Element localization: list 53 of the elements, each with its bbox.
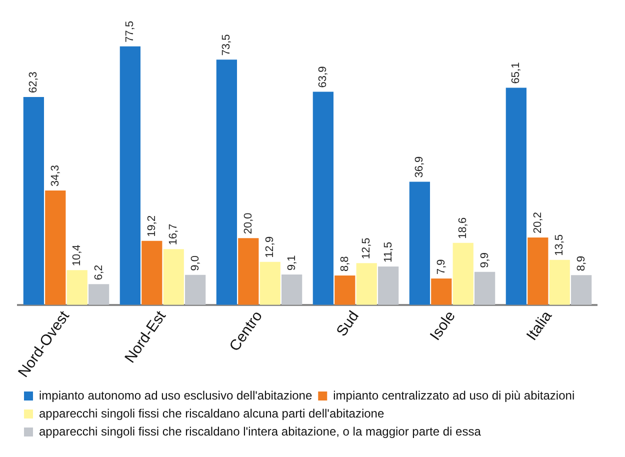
- legend-label: apparecchi singoli fissi che riscaldano alcuna parti dell'abitazione: [39, 406, 384, 420]
- data-label: 18,6: [457, 217, 470, 239]
- data-label: 9,1: [286, 255, 298, 271]
- data-label: 19,2: [146, 215, 158, 237]
- data-label: 65,1: [510, 62, 522, 84]
- bar: [431, 278, 452, 305]
- bar: [474, 272, 496, 305]
- bar: [528, 237, 548, 305]
- bar: [216, 60, 237, 305]
- bar: [142, 240, 162, 305]
- bar: [45, 190, 66, 305]
- data-label: 12,9: [264, 236, 276, 258]
- data-label: 73,5: [220, 34, 233, 56]
- legend-label: impianto centralizzato ad uso di più abitazioni: [333, 388, 575, 402]
- data-label: 11,5: [382, 242, 394, 262]
- bar: [356, 263, 377, 305]
- data-label: 9,0: [189, 256, 202, 271]
- bar: [23, 97, 44, 305]
- data-label: 8,9: [575, 256, 588, 272]
- bar: [282, 274, 302, 305]
- bar: [378, 266, 399, 305]
- data-label: 63,9: [317, 66, 330, 88]
- data-label: 12,5: [360, 238, 373, 260]
- data-label: 20,2: [532, 212, 544, 234]
- bar: [452, 242, 474, 305]
- data-label: 62,3: [28, 72, 40, 94]
- bar: [312, 92, 334, 305]
- data-label: 6,2: [92, 264, 105, 280]
- legend-label: apparecchi singoli fissi che riscaldano l'intera abitazione, o la maggior parte di essa: [39, 424, 482, 438]
- bar: [549, 260, 570, 305]
- bar: [334, 276, 356, 305]
- data-label: 77,5: [124, 20, 136, 42]
- data-label: 13,5: [554, 234, 566, 256]
- data-label: 10,4: [71, 244, 84, 266]
- bar: [185, 274, 206, 305]
- bar: [120, 46, 140, 305]
- bar: [163, 249, 184, 305]
- data-label: 9,9: [478, 252, 491, 268]
- bar: [260, 262, 280, 305]
- x-tick-label: Sud: [333, 308, 362, 340]
- data-label: 16,7: [168, 224, 180, 246]
- bar: [571, 275, 592, 305]
- bar: [238, 238, 259, 305]
- bar: [409, 182, 430, 305]
- data-label: 20,0: [242, 212, 254, 234]
- data-label: 7,9: [435, 259, 448, 275]
- data-label: 34,3: [49, 165, 62, 186]
- bar: [66, 270, 88, 305]
- bar: [506, 88, 526, 305]
- legend-label: impianto autonomo ad uso esclusivo dell'abitazione: [39, 388, 312, 402]
- bar: [88, 284, 110, 305]
- data-label: 8,8: [338, 256, 351, 272]
- data-label: 36,9: [414, 156, 426, 178]
